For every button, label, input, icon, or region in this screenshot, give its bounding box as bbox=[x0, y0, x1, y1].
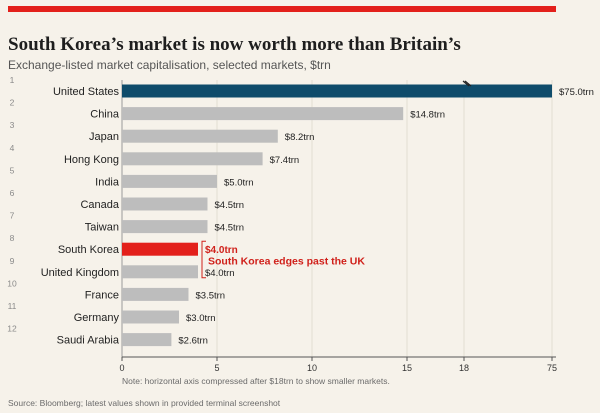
x-tick-label: 5 bbox=[214, 363, 219, 373]
annotation-bracket bbox=[201, 240, 206, 279]
rank-label: 11 bbox=[8, 301, 17, 311]
bar bbox=[122, 107, 404, 121]
value-label: $5.0trn bbox=[224, 177, 254, 188]
value-label: $2.6trn bbox=[178, 336, 208, 347]
category-label: Hong Kong bbox=[64, 154, 119, 166]
bar bbox=[122, 152, 263, 166]
bar bbox=[122, 287, 189, 301]
rank-label: 9 bbox=[10, 256, 15, 266]
bar bbox=[122, 310, 179, 324]
value-label: $4.0trn bbox=[205, 245, 238, 256]
rank-label: 1 bbox=[10, 75, 15, 85]
category-label: Taiwan bbox=[85, 222, 119, 234]
category-label: Germany bbox=[74, 312, 120, 324]
bar bbox=[122, 129, 278, 143]
chart-subtitle: Exchange-listed market capitalisation, s… bbox=[8, 58, 331, 72]
category-label: United States bbox=[53, 86, 120, 98]
rank-label: 12 bbox=[7, 324, 17, 334]
category-label: India bbox=[95, 176, 120, 188]
axis-break-mark bbox=[464, 80, 472, 87]
category-label: Saudi Arabia bbox=[57, 335, 120, 347]
labels: 1 United States $75.0trn 2 China $14.8trn 3 Jap… bbox=[7, 75, 594, 347]
value-label: $3.5trn bbox=[196, 290, 226, 301]
source-note: Source: Bloomberg; latest values shown i… bbox=[8, 398, 281, 408]
rank-label: 10 bbox=[7, 278, 17, 288]
category-label: France bbox=[85, 289, 119, 301]
top-accent-bar bbox=[8, 6, 556, 12]
x-axis: 0 5 10 15 18 75 Note: horizontal axis compress… bbox=[119, 356, 557, 386]
bar bbox=[122, 220, 208, 234]
bar bbox=[122, 197, 208, 211]
value-label: $3.0trn bbox=[186, 313, 216, 324]
category-label: Canada bbox=[80, 199, 119, 211]
value-label: $75.0trn bbox=[559, 87, 594, 98]
x-tick-label: 10 bbox=[307, 363, 317, 373]
rank-label: 3 bbox=[10, 120, 15, 130]
rank-label: 5 bbox=[10, 165, 15, 175]
x-tick-label: 18 bbox=[459, 363, 469, 373]
rank-label: 8 bbox=[10, 233, 15, 243]
grid-lines bbox=[121, 80, 553, 357]
category-label: Japan bbox=[89, 131, 119, 143]
bar bbox=[122, 84, 552, 98]
bar bbox=[122, 242, 198, 256]
value-label: $4.5trn bbox=[215, 223, 245, 234]
rank-label: 6 bbox=[10, 188, 15, 198]
bar bbox=[122, 333, 172, 347]
axis-note: Note: horizontal axis compressed after $… bbox=[122, 376, 390, 386]
chart-title: South Korea’s market is now worth more t… bbox=[8, 34, 461, 55]
value-label: $8.2trn bbox=[285, 132, 315, 143]
category-label: China bbox=[90, 109, 120, 121]
x-tick-label: 15 bbox=[402, 363, 412, 373]
x-tick-label: 0 bbox=[119, 363, 124, 373]
bar bbox=[122, 174, 217, 188]
annotation-text: South Korea edges past the UK bbox=[208, 256, 365, 268]
rank-label: 2 bbox=[10, 98, 15, 108]
bar bbox=[122, 265, 198, 279]
rank-label: 4 bbox=[10, 143, 15, 153]
rank-label: 7 bbox=[10, 211, 15, 221]
value-label: $4.0trn bbox=[205, 268, 235, 279]
axis-break-mark bbox=[462, 80, 470, 87]
bars bbox=[122, 84, 552, 347]
value-label: $4.5trn bbox=[215, 200, 245, 211]
bar-chart: 1 United States $75.0trn 2 China $14.8trn 3 Jap… bbox=[7, 75, 594, 386]
x-tick-label: 75 bbox=[547, 363, 557, 373]
category-label: South Korea bbox=[58, 244, 120, 256]
value-label: $14.8trn bbox=[410, 110, 445, 121]
category-label: United Kingdom bbox=[41, 267, 119, 279]
value-label: $7.4trn bbox=[270, 155, 300, 166]
